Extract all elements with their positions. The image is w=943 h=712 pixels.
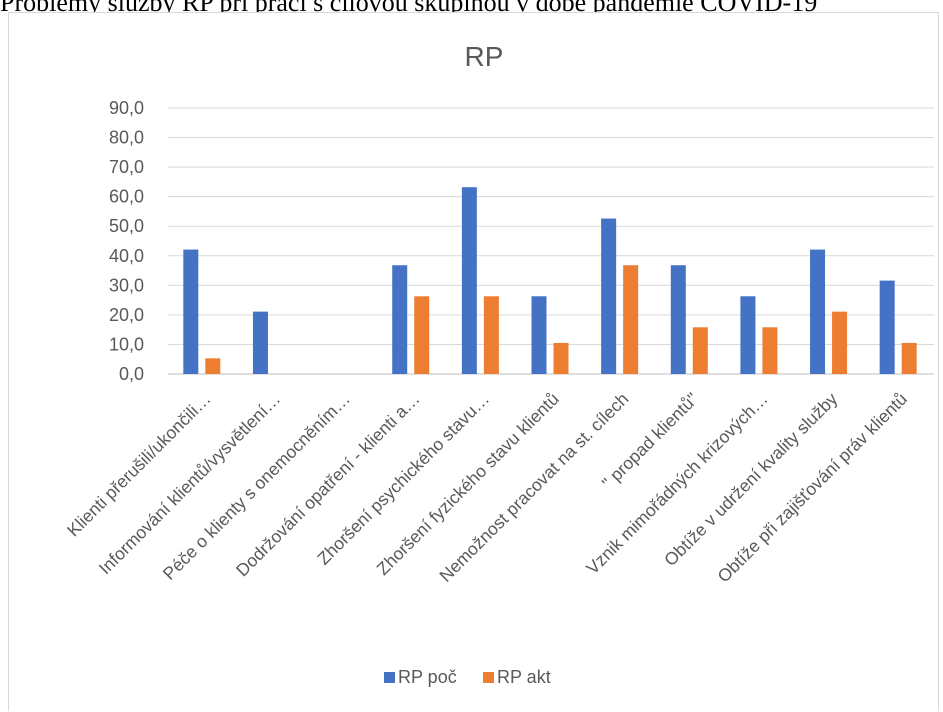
legend: RP poč RP akt [384,667,551,687]
y-tick-label: 50,0 [109,216,144,236]
bar-rp-akt [901,342,917,374]
bar-rp-poc [879,280,895,374]
bar-rp-poc [740,296,756,374]
chart-frame: RP 0,0 10,0 20,0 30,0 40,0 50,0 60,0 70,0 80,0 90… [8,12,939,711]
legend-swatch [384,672,395,683]
y-tick-label: 20,0 [109,305,144,325]
bar-rp-poc [461,187,477,374]
y-tick-label: 10,0 [109,334,144,354]
bar-rp-poc [601,218,617,374]
bar-chart: RP 0,0 10,0 20,0 30,0 40,0 50,0 60,0 70,0 80,0 90… [63,41,934,687]
bar-rp-poc [392,265,408,374]
y-axis-labels: 0,0 10,0 20,0 30,0 40,0 50,0 60,0 70,0 80,0 90,0 [109,98,144,384]
bar-rp-poc [810,249,826,374]
y-tick-label: 40,0 [109,246,144,266]
bar-rp-poc [670,265,686,374]
x-tick-label: Klienti přerušili/ukončili… [63,389,215,541]
bar-rp-akt [623,265,639,374]
bar-rp-akt [414,296,430,374]
legend-label: RP poč [398,667,457,687]
y-tick-label: 70,0 [109,157,144,177]
bar-rp-akt [692,327,708,374]
y-tick-label: 30,0 [109,275,144,295]
bar-rp-akt [762,327,778,374]
x-axis-labels: Klienti přerušili/ukončili…Informování k… [63,389,911,587]
y-tick-label: 90,0 [109,98,144,118]
chart-title: RP [465,41,504,72]
bar-rp-akt [832,311,848,374]
bar-rp-poc [252,311,268,374]
bar-rp-poc [183,249,199,374]
y-tick-label: 60,0 [109,187,144,207]
gridlines [168,107,934,375]
bars [183,187,917,374]
y-tick-label: 80,0 [109,128,144,148]
bar-rp-akt [553,342,569,374]
bar-rp-akt [483,296,499,374]
bar-rp-akt [205,358,221,374]
bar-rp-poc [531,296,547,374]
legend-label: RP akt [497,667,551,687]
legend-swatch [483,672,494,683]
y-tick-label: 0,0 [119,364,144,384]
